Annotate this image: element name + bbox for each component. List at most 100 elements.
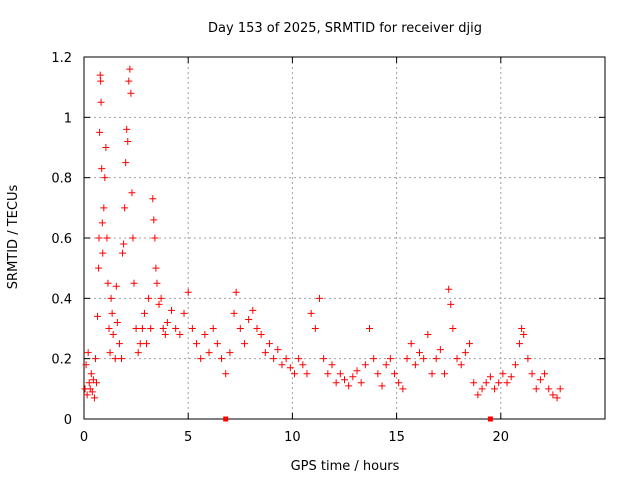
data-point	[278, 361, 286, 369]
data-point	[357, 379, 365, 387]
data-point	[95, 234, 103, 242]
data-point	[180, 309, 188, 317]
y-tick-label: 0.6	[51, 232, 72, 247]
x-tick-label: 5	[184, 430, 192, 445]
data-point	[361, 361, 369, 369]
y-axis-label: SRMTID / TECUs	[6, 185, 21, 290]
data-point	[123, 125, 131, 133]
data-point	[134, 349, 142, 357]
data-point	[209, 325, 217, 332]
data-point	[511, 361, 519, 369]
data-point	[151, 234, 159, 242]
data-point	[96, 128, 104, 136]
data-point	[416, 349, 424, 357]
data-point	[520, 331, 528, 339]
data-point	[109, 331, 117, 339]
data-point	[230, 309, 238, 317]
data-point	[407, 340, 415, 348]
data-point	[245, 315, 253, 323]
data-point	[153, 279, 161, 287]
y-tick-label: 0.8	[51, 172, 72, 187]
data-point	[265, 340, 273, 348]
data-point	[441, 370, 449, 378]
data-point	[101, 174, 109, 182]
data-point	[553, 394, 561, 402]
data-point	[253, 325, 261, 332]
data-point	[282, 355, 290, 363]
data-point	[99, 249, 107, 257]
data-point	[87, 370, 95, 378]
data-point	[274, 346, 282, 354]
data-point	[95, 264, 103, 272]
data-point	[226, 349, 234, 357]
data-point	[424, 331, 432, 339]
data-point	[205, 349, 213, 357]
data-point	[106, 349, 114, 357]
data-point	[112, 282, 120, 290]
data-point	[486, 373, 494, 381]
data-point	[240, 340, 248, 348]
data-point	[286, 364, 294, 372]
data-point	[113, 318, 121, 326]
data-point	[111, 355, 119, 363]
data-point	[541, 370, 549, 378]
data-point	[516, 340, 524, 348]
data-point	[84, 349, 92, 357]
data-point	[445, 285, 453, 293]
data-point	[213, 340, 221, 348]
data-point	[474, 391, 482, 399]
data-point	[130, 279, 138, 287]
data-point	[320, 355, 328, 363]
data-point	[105, 325, 113, 332]
data-point	[382, 361, 390, 369]
data-point	[94, 312, 102, 320]
data-point	[163, 318, 171, 326]
data-point	[257, 331, 265, 339]
grid-lines	[84, 57, 605, 419]
data-point	[366, 325, 374, 332]
data-point	[108, 309, 116, 317]
data-point	[201, 331, 209, 339]
data-point	[536, 376, 544, 384]
data-point	[161, 331, 169, 339]
data-point	[449, 325, 457, 332]
data-series-srmtid	[81, 65, 564, 422]
data-point	[453, 355, 461, 363]
data-point	[395, 379, 403, 387]
x-axis: 0 5 10 15 20	[80, 57, 509, 445]
x-tick-label: 10	[284, 430, 301, 445]
data-point	[100, 204, 108, 212]
data-point	[303, 370, 311, 378]
data-point	[172, 325, 180, 332]
data-point	[328, 361, 336, 369]
data-point	[188, 325, 196, 332]
data-point	[93, 379, 101, 387]
data-point	[378, 382, 386, 390]
data-point	[145, 294, 153, 302]
data-point	[104, 279, 112, 287]
data-point	[159, 325, 167, 332]
data-point	[125, 77, 133, 85]
data-point	[295, 355, 303, 363]
data-point	[126, 65, 134, 73]
data-point	[157, 294, 165, 302]
data-point	[491, 385, 499, 393]
data-point	[495, 379, 503, 387]
data-point	[222, 370, 230, 378]
chart-title: Day 153 of 2025, SRMTID for receiver dji…	[208, 21, 482, 36]
data-point	[143, 340, 151, 348]
data-point	[98, 219, 106, 227]
data-point	[120, 240, 128, 248]
zero-marker	[487, 416, 493, 422]
data-point	[103, 234, 111, 242]
data-point	[218, 355, 226, 363]
data-point	[374, 370, 382, 378]
y-tick-label: 0	[64, 413, 72, 428]
data-point	[150, 216, 158, 224]
data-point	[127, 89, 135, 97]
data-point	[96, 71, 104, 79]
data-point	[140, 309, 148, 317]
y-tick-label: 0.2	[51, 353, 72, 368]
